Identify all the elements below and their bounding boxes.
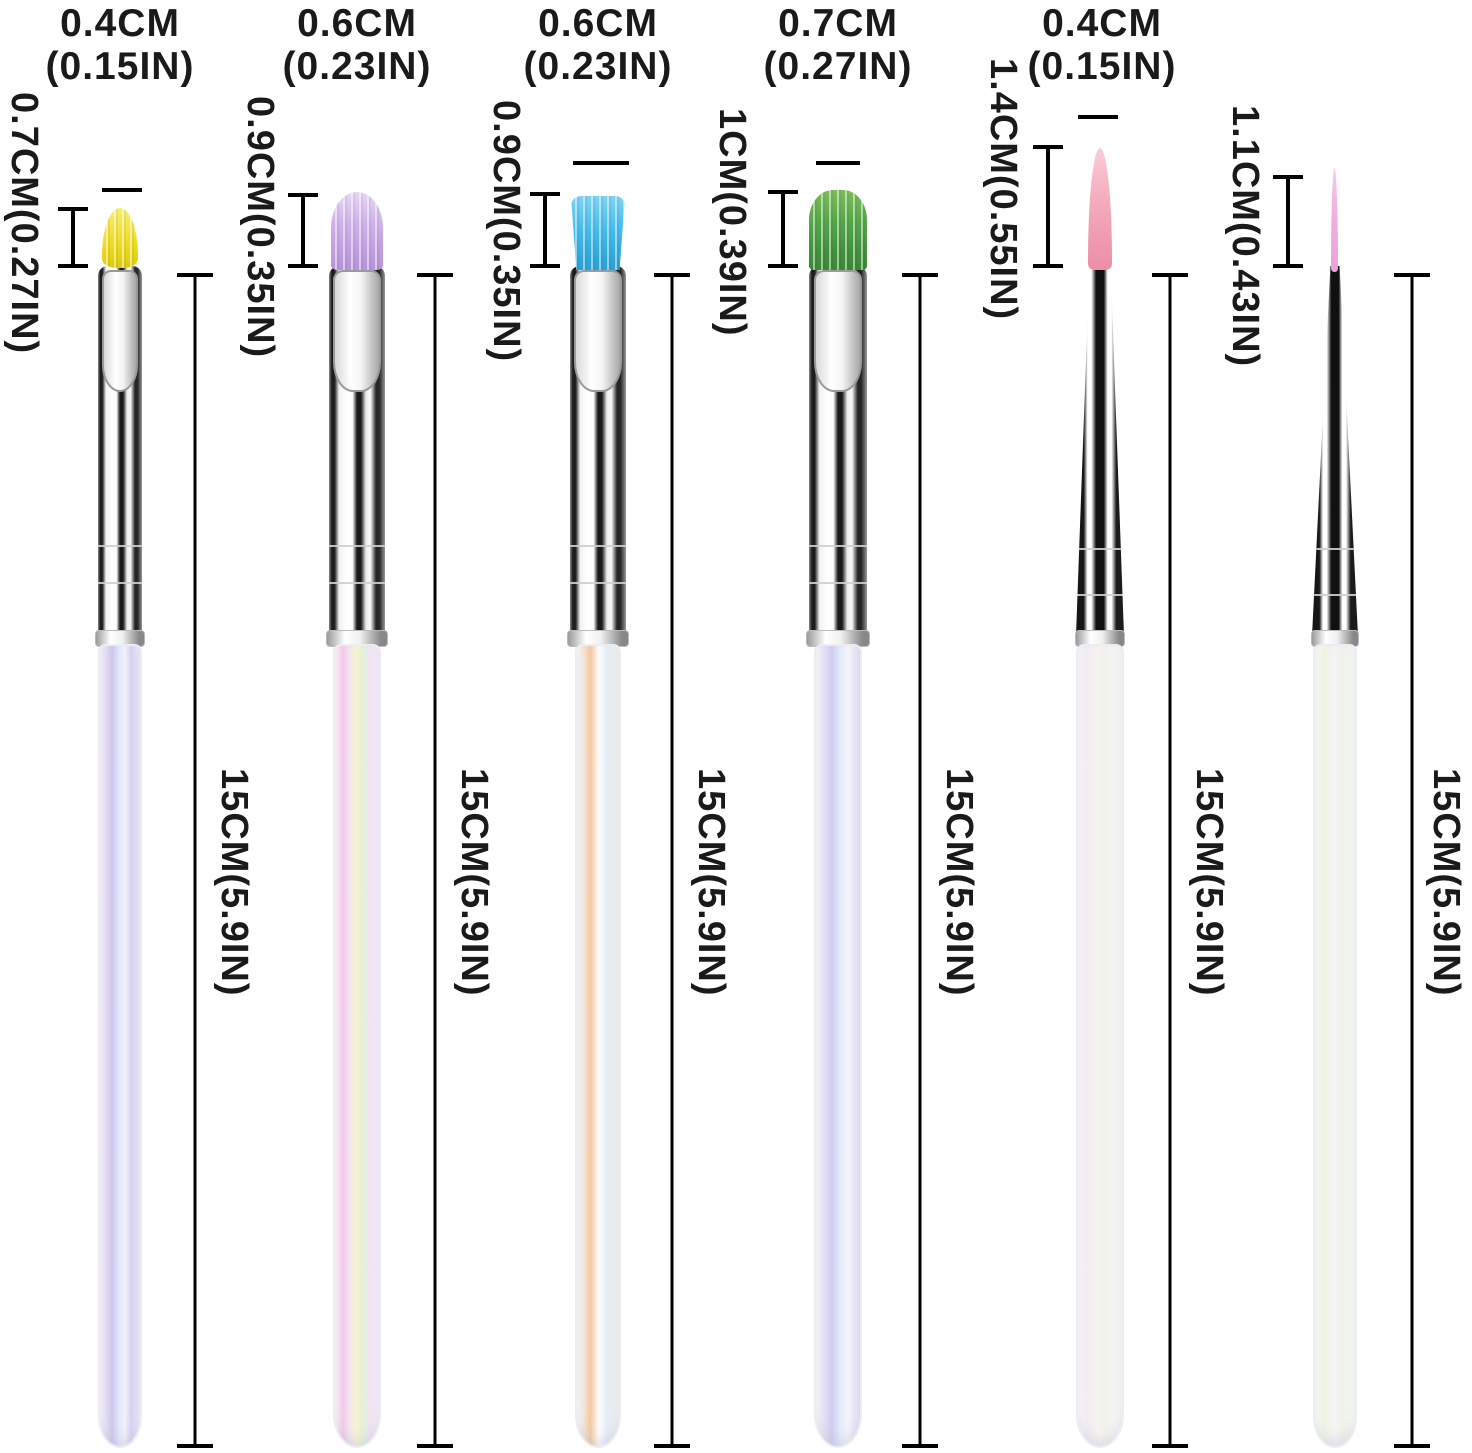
brush-4-bristle-texture <box>809 190 867 270</box>
brush-5-tip-width-cm: 0.4CM <box>1042 2 1162 45</box>
brush-2-crimp-ring <box>329 545 385 547</box>
brush-1-length-label: 15CM(5.9IN) <box>213 768 255 997</box>
brush-2-bristle-texture <box>331 192 383 270</box>
brush-4-tip-width-in: (0.27IN) <box>763 45 913 88</box>
brush-2-bristles <box>331 192 383 270</box>
brush-3-crimp-ring <box>570 545 626 547</box>
brush-1-handle <box>98 644 142 1448</box>
brush-4-ferrule-cap <box>813 270 863 392</box>
brush-2-crimp-ring <box>329 582 385 584</box>
brush-5-tip-width-label: 0.4CM (0.15IN) <box>992 2 1212 88</box>
brush-1-ferrule-cap <box>101 270 139 392</box>
brush-6-handle <box>1313 644 1357 1448</box>
brush-2-head-length-label: 0.9CM(0.35IN) <box>239 96 281 359</box>
brush-4-crimp-ring <box>809 545 867 547</box>
brush-2-tip-width-cm: 0.6CM <box>297 2 417 45</box>
brush-3-tip-width-cm: 0.6CM <box>538 2 658 45</box>
brush-3-tip-width-label: 0.6CM (0.23IN) <box>488 2 708 88</box>
brush-4-length-dimension-line <box>902 273 938 1448</box>
brush-5-width-tick-line <box>1078 115 1118 119</box>
brush-2-tip-width-label: 0.6CM (0.23IN) <box>247 2 467 88</box>
brush-1-tip-width-label: 0.4CM (0.15IN) <box>10 2 230 88</box>
brush-6-head-bracket <box>1273 175 1303 268</box>
brush-1-ferrule <box>98 266 142 636</box>
brush-2-ferrule-cap <box>333 270 381 392</box>
brush-4-head-length-label: 1CM(0.39IN) <box>711 108 753 337</box>
brush-6-crimp-ring <box>1312 594 1358 596</box>
brush-5-handle <box>1076 644 1124 1448</box>
brush-6-ferrule <box>1312 266 1358 636</box>
brush-1-tip-width-cm: 0.4CM <box>60 2 180 45</box>
brush-6-length-label: 15CM(5.9IN) <box>1425 768 1467 997</box>
brush-4-tip-width-label: 0.7CM (0.27IN) <box>728 2 948 88</box>
brush-3-length-dimension-line <box>654 273 690 1448</box>
brush-3-head-bracket <box>530 192 560 268</box>
brush-6-bristles <box>1331 168 1338 272</box>
brush-1-bristles <box>102 208 138 268</box>
brush-4-width-tick-line <box>816 161 860 165</box>
brush-5-ferrule <box>1076 266 1124 636</box>
brush-3-tip-width-in: (0.23IN) <box>523 45 673 88</box>
brush-2-ferrule <box>329 266 385 636</box>
brush-3-width-tick-line <box>573 161 629 165</box>
brush-2-handle <box>333 644 381 1448</box>
brush-1-crimp-ring <box>98 582 142 584</box>
brush-3-crimp-ring <box>570 582 626 584</box>
brush-5-crimp-ring <box>1076 594 1124 596</box>
brush-1-bristle-texture <box>102 208 138 268</box>
brush-3-bristle-texture <box>571 196 625 270</box>
brush-4-length-label: 15CM(5.9IN) <box>938 768 980 997</box>
brush-4-tip-width-cm: 0.7CM <box>778 2 898 45</box>
brush-2-head-bracket <box>288 193 318 268</box>
brush-1-tip-width-in: (0.15IN) <box>45 45 195 88</box>
brush-4-ferrule <box>809 266 867 636</box>
brush-6-head-length-label: 1.1CM(0.43IN) <box>1224 105 1266 368</box>
brush-1-length-dimension-line <box>177 273 213 1448</box>
brush-3-length-label: 15CM(5.9IN) <box>690 768 732 997</box>
brush-1-crimp-ring <box>98 545 142 547</box>
brush-2-length-dimension-line <box>417 273 453 1448</box>
brush-1-width-tick-line <box>102 188 142 192</box>
brush-2-length-label: 15CM(5.9IN) <box>453 768 495 997</box>
brush-4-crimp-ring <box>809 582 867 584</box>
brush-1-head-bracket <box>58 207 88 268</box>
brush-3-bristles <box>571 196 625 270</box>
brush-3-handle <box>575 644 621 1448</box>
brush-2-tip-width-in: (0.23IN) <box>282 45 432 88</box>
brush-5-length-dimension-line <box>1152 273 1188 1448</box>
brush-5-bristles <box>1088 148 1112 270</box>
brush-5-length-label: 15CM(5.9IN) <box>1188 768 1230 997</box>
brush-3-head-length-label: 0.9CM(0.35IN) <box>485 100 527 363</box>
brush-5-head-bracket <box>1033 145 1063 268</box>
brush-3-ferrule-cap <box>574 270 622 392</box>
brush-3-ferrule <box>570 266 626 636</box>
brush-1-head-length-label: 0.7CM(0.27IN) <box>3 92 45 355</box>
brush-4-head-bracket <box>768 190 798 268</box>
brush-6-crimp-ring <box>1312 548 1358 550</box>
brush-4-bristles <box>809 190 867 270</box>
brush-4-handle <box>814 644 862 1448</box>
brush-6-length-dimension-line <box>1394 273 1430 1448</box>
brush-5-head-length-label: 1.4CM(0.55IN) <box>982 58 1024 321</box>
brush-5-crimp-ring <box>1076 548 1124 550</box>
brush-5-tip-width-in: (0.15IN) <box>1027 45 1177 88</box>
